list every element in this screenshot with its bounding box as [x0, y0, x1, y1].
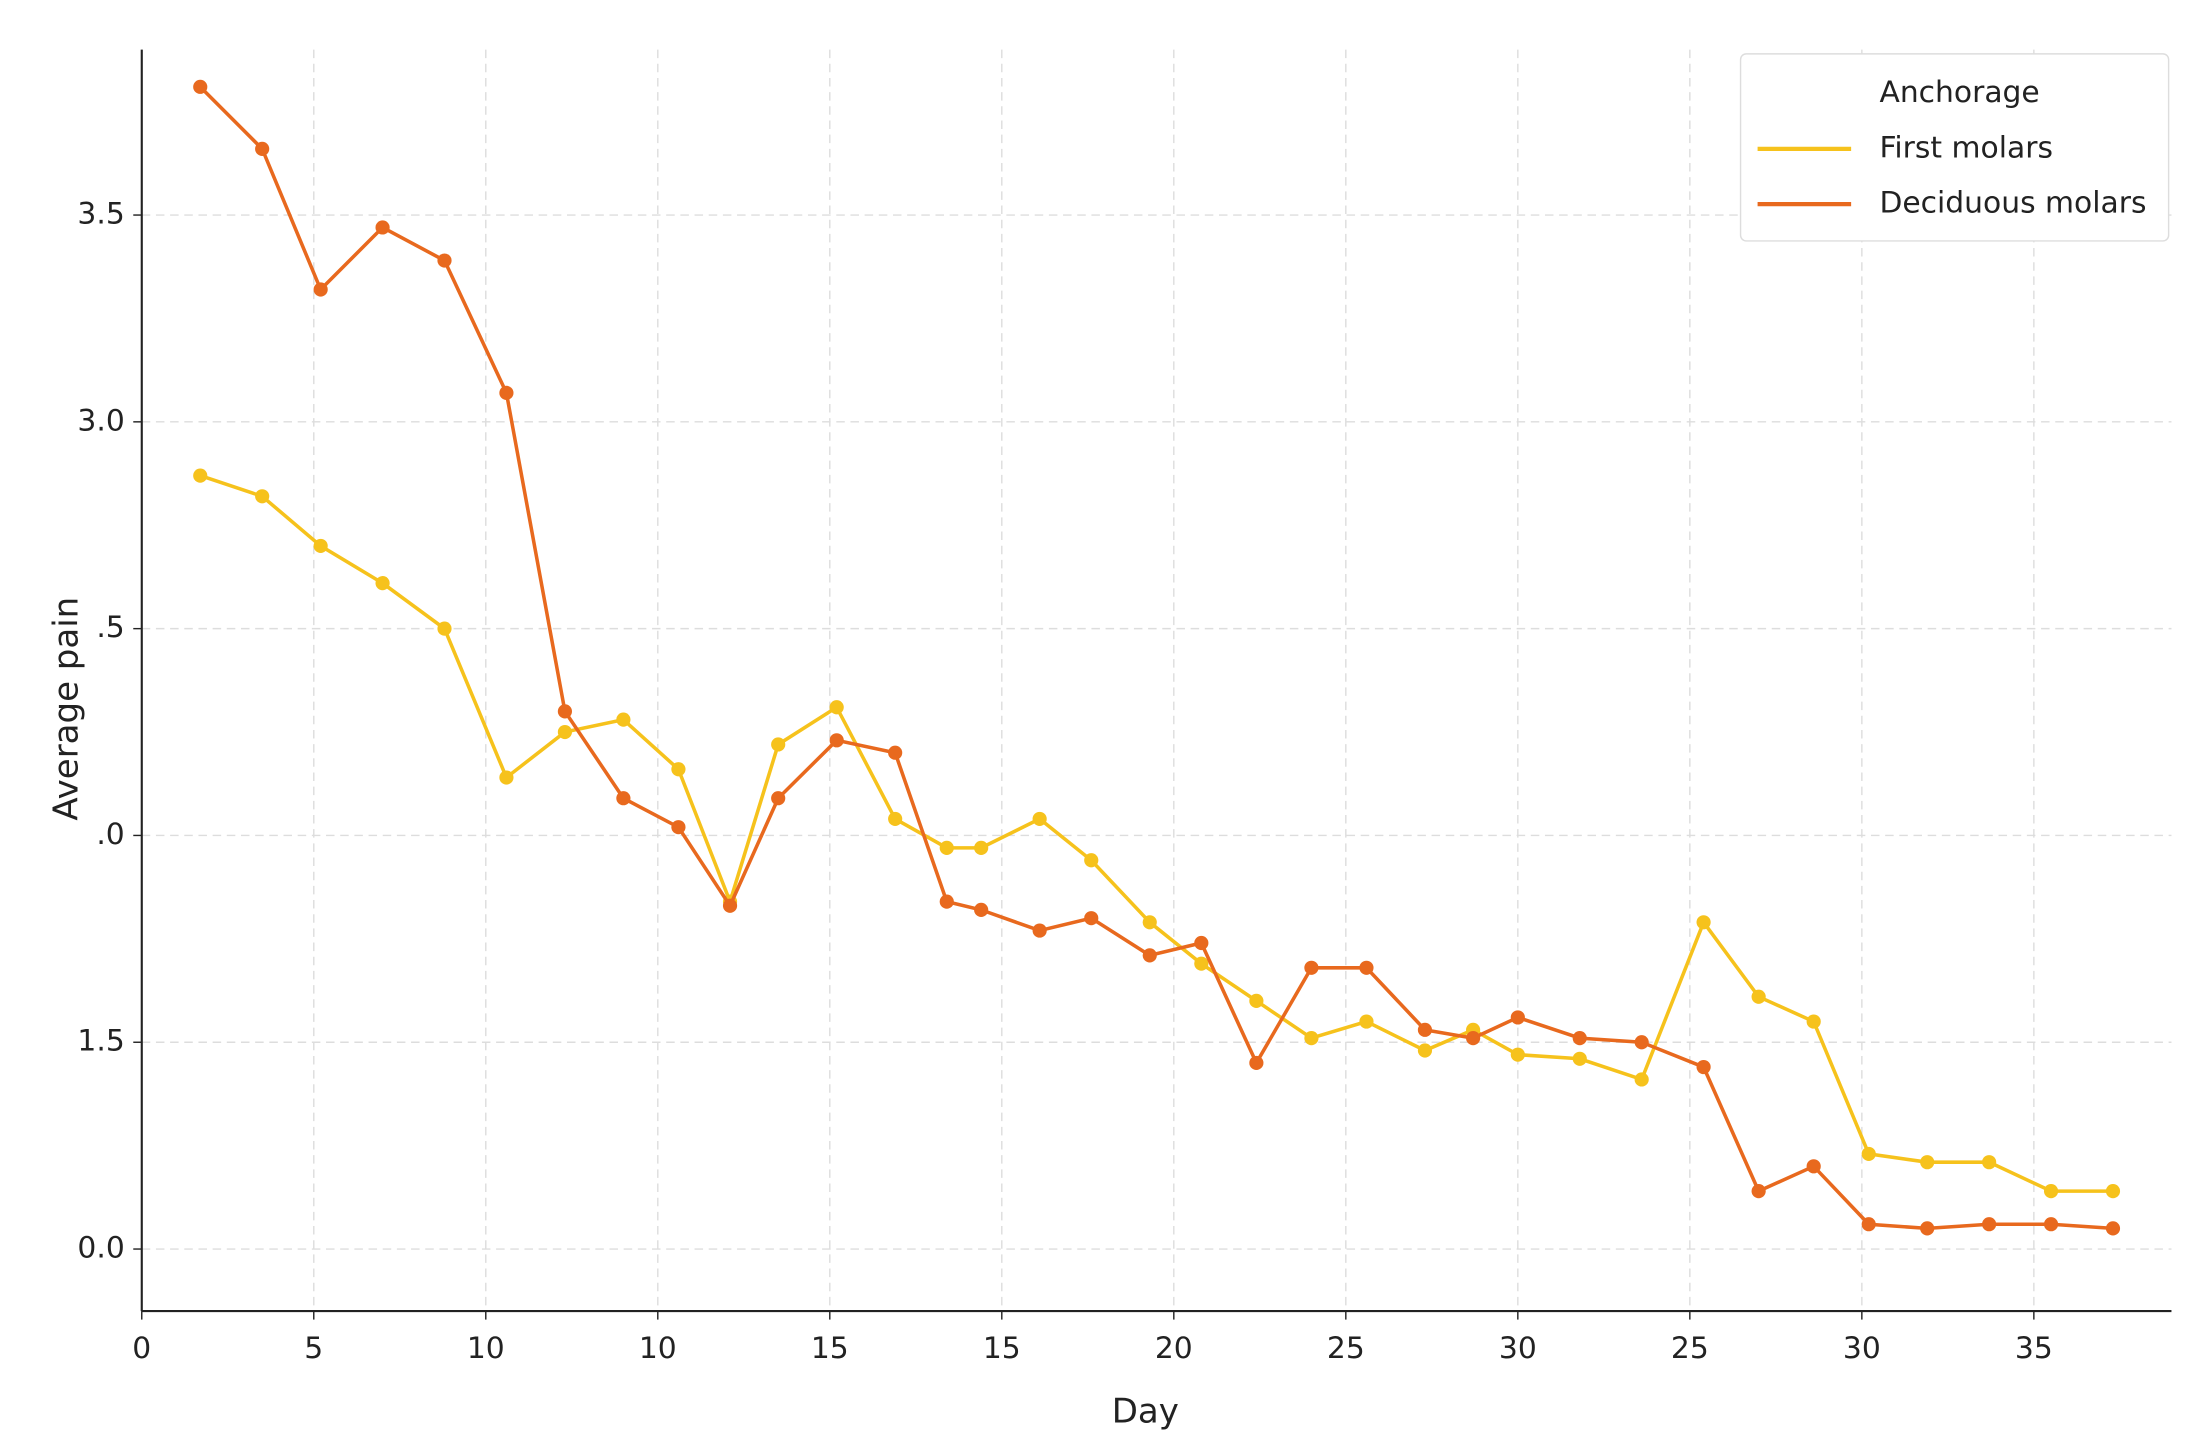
data-point	[1572, 1031, 1587, 1046]
data-point	[2105, 1184, 2121, 1199]
data-point	[974, 902, 989, 917]
x-tick-label: 5	[304, 1331, 323, 1366]
data-point	[722, 898, 738, 913]
data-point	[1510, 1010, 1525, 1025]
data-point	[1194, 956, 1209, 971]
series-line	[198, 85, 2114, 1231]
data-point	[616, 712, 631, 727]
data-point	[1634, 1072, 1649, 1087]
x-tick-label: 20	[1155, 1331, 1193, 1366]
data-point	[1861, 1217, 1876, 1232]
legend-label: First molars	[1879, 130, 2052, 165]
legend-title: Anchorage	[1879, 75, 2039, 110]
y-tick-label: 3.0	[77, 403, 124, 438]
data-point	[193, 468, 208, 483]
data-point	[771, 791, 786, 806]
data-point	[1142, 948, 1157, 963]
data-point	[1084, 911, 1099, 926]
y-tick-label: 1.5	[77, 1024, 124, 1059]
x-tick-label: 35	[2015, 1331, 2053, 1366]
y-tick-label: .0	[96, 817, 124, 852]
data-point	[557, 724, 572, 740]
data-point	[616, 791, 631, 806]
data-point	[1417, 1043, 1433, 1058]
data-point	[1249, 993, 1264, 1008]
data-point	[2043, 1217, 2059, 1232]
data-point	[974, 840, 989, 855]
data-point	[255, 141, 270, 156]
data-point	[1634, 1035, 1649, 1050]
data-point	[255, 489, 270, 504]
x-tick-label: 10	[467, 1331, 505, 1366]
y-tick-label: .5	[96, 610, 124, 645]
data-point	[499, 385, 514, 400]
data-point	[1466, 1031, 1481, 1046]
data-point	[1417, 1022, 1433, 1037]
data-point	[557, 704, 572, 719]
data-point	[1249, 1055, 1264, 1071]
data-point	[1304, 960, 1319, 975]
data-point	[1806, 1014, 1821, 1029]
data-point	[1751, 1184, 1766, 1199]
data-point	[1861, 1146, 1876, 1162]
x-axis-label: Day	[1112, 1392, 1179, 1432]
x-tick-label: 30	[1843, 1331, 1881, 1366]
data-point	[1032, 811, 1047, 826]
data-point	[888, 811, 903, 826]
data-point	[1304, 1031, 1319, 1046]
x-tick-label: 0	[132, 1331, 151, 1366]
data-point	[888, 745, 903, 760]
data-point	[1982, 1155, 1997, 1170]
x-tick-label: 15	[983, 1331, 1021, 1366]
series-line	[199, 473, 2113, 1193]
data-point	[1696, 1059, 1711, 1075]
data-point	[437, 621, 452, 636]
data-point	[1806, 1159, 1821, 1174]
x-tick-label: 30	[1499, 1331, 1537, 1366]
data-point	[193, 79, 208, 94]
data-point	[939, 894, 954, 909]
x-tick-label: 25	[1327, 1331, 1365, 1366]
data-point	[1751, 989, 1766, 1004]
data-point	[313, 538, 328, 554]
data-point	[1982, 1217, 1997, 1232]
data-point	[437, 253, 452, 268]
data-point	[313, 282, 328, 297]
data-point	[375, 220, 390, 235]
data-point	[671, 820, 686, 835]
y-tick-label: 3.5	[77, 197, 124, 232]
data-point	[1572, 1051, 1587, 1066]
data-point	[1194, 935, 1209, 951]
y-tick-label: 0.0	[77, 1231, 124, 1266]
y-axis-label: Average pain	[47, 597, 87, 821]
data-point	[1696, 915, 1711, 930]
legend-box	[1739, 53, 2170, 242]
data-point	[2043, 1184, 2059, 1199]
x-tick-label: 25	[1671, 1331, 1709, 1366]
data-point	[939, 840, 954, 855]
data-point	[1920, 1155, 1935, 1170]
data-point	[499, 770, 514, 785]
data-point	[2105, 1221, 2121, 1236]
data-point	[671, 762, 686, 777]
data-point	[1032, 923, 1047, 938]
data-point	[1359, 1014, 1374, 1029]
data-point	[1084, 853, 1099, 868]
data-point	[771, 737, 786, 752]
data-point	[1510, 1047, 1525, 1062]
legend-label: Deciduous molars	[1879, 186, 2146, 221]
data-point	[375, 576, 390, 591]
data-point	[829, 733, 844, 748]
data-point	[829, 700, 844, 715]
data-point	[1359, 960, 1374, 975]
x-tick-label: 10	[639, 1331, 677, 1366]
data-point	[1142, 915, 1157, 930]
x-tick-label: 15	[811, 1331, 849, 1366]
data-point	[1920, 1221, 1935, 1236]
